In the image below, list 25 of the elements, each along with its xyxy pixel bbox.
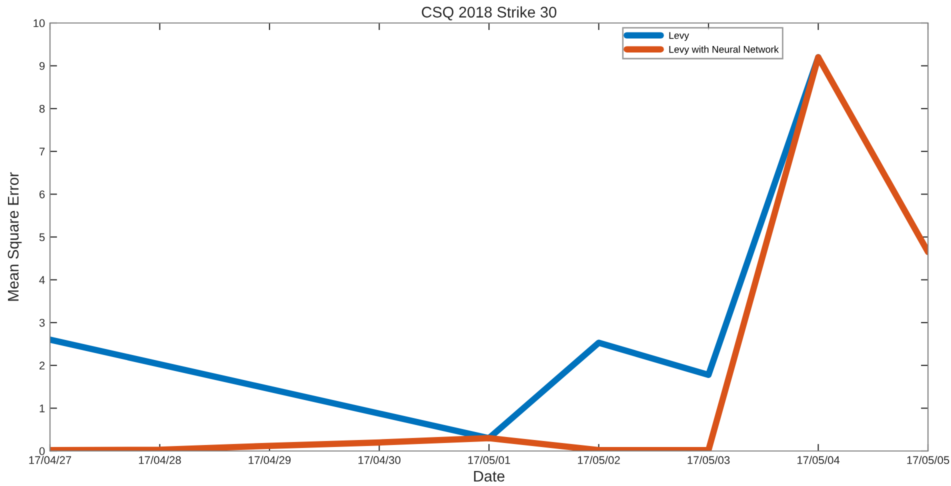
y-axis-title: Mean Square Error bbox=[8, 172, 22, 301]
y-tick-label: 5 bbox=[39, 233, 45, 242]
x-tick-label: 17/04/27 bbox=[29, 456, 72, 464]
y-tick-label: 1 bbox=[40, 404, 45, 412]
y-tick-label: 4 bbox=[39, 276, 45, 284]
x-tick-label: 17/05/04 bbox=[797, 456, 840, 464]
x-tick-label: 17/04/30 bbox=[358, 456, 400, 464]
y-tick-label: 7 bbox=[40, 148, 45, 156]
legend-label: Levy with Neural Network bbox=[669, 46, 779, 55]
y-tick-label: 6 bbox=[40, 190, 45, 198]
x-tick-label: 17/05/05 bbox=[907, 456, 950, 464]
x-tick-label: 17/04/28 bbox=[138, 456, 181, 464]
x-tick-label: 17/04/29 bbox=[248, 456, 291, 464]
y-tick-label: 0 bbox=[39, 447, 45, 456]
y-tick-label: 3 bbox=[39, 318, 45, 327]
y-tick-label: 10 bbox=[34, 19, 45, 28]
x-tick-label: 17/05/03 bbox=[688, 456, 730, 464]
y-tick-label: 8 bbox=[39, 104, 45, 113]
y-tick-label: 9 bbox=[39, 62, 45, 70]
x-tick-label: 17/05/01 bbox=[468, 456, 510, 464]
x-axis-title: Date bbox=[474, 470, 504, 482]
chart-title: CSQ 2018 Strike 30 bbox=[422, 6, 556, 20]
x-tick-label: 17/05/02 bbox=[578, 456, 620, 464]
legend-label: Levy bbox=[669, 32, 690, 41]
y-tick-label: 2 bbox=[40, 362, 45, 370]
